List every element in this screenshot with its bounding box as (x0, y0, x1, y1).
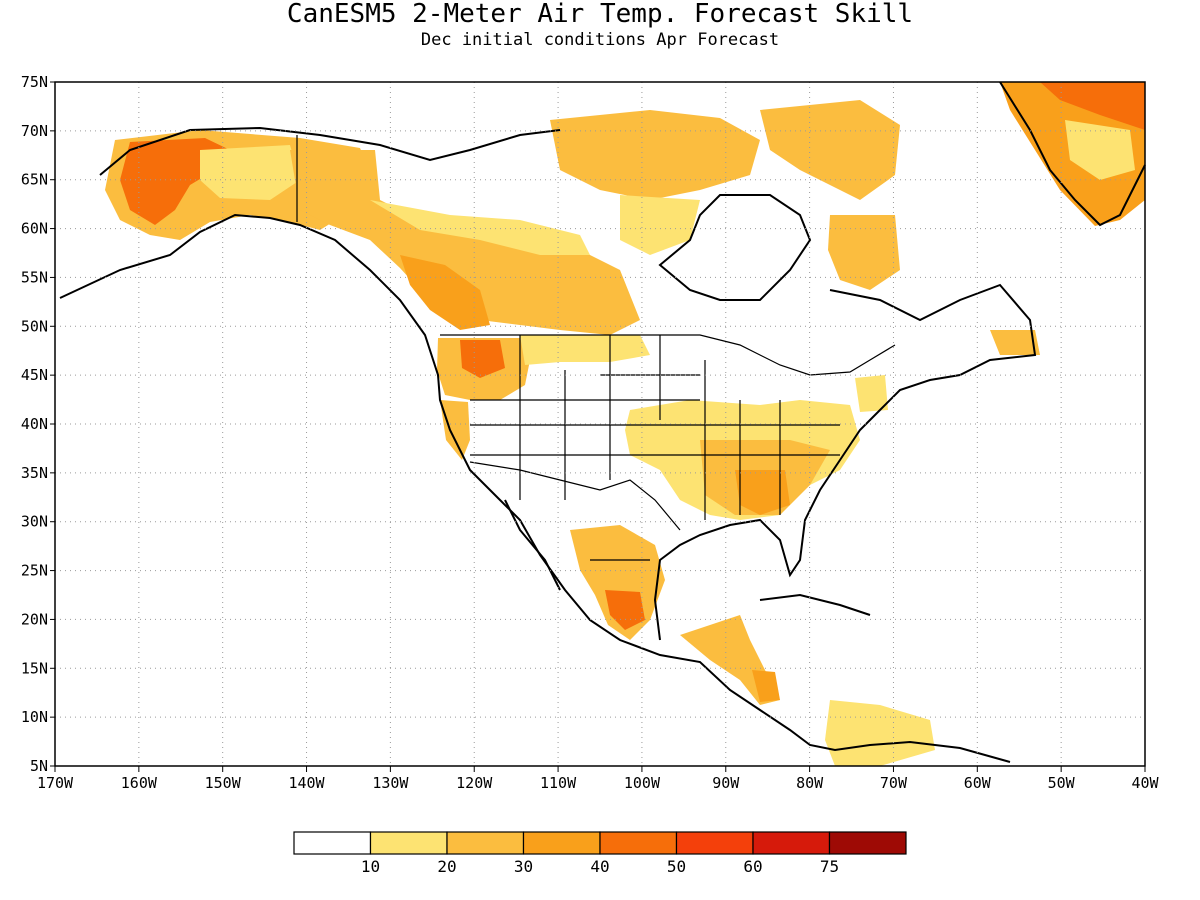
legend-tick-label: 75 (820, 857, 839, 876)
color-legend: 10 20 30 40 50 60 75 (293, 831, 907, 876)
skill-region-canada-west-strong (400, 255, 490, 330)
border-us-canada (440, 334, 896, 376)
legend-swatch (675, 831, 754, 855)
lon-tick-label: 140W (288, 774, 325, 792)
skill-shading (105, 82, 1145, 766)
lon-tick-label: 170W (37, 774, 74, 792)
map-title: CanESM5 2-Meter Air Temp. Forecast Skill (287, 0, 913, 29)
skill-region-southeast-core (735, 470, 790, 515)
legend-tick-label: 60 (743, 857, 762, 876)
coast-baja (504, 499, 561, 591)
skill-region-arctic-east (760, 100, 900, 200)
legend-swatch (599, 831, 678, 855)
skill-region-arctic-islands (550, 110, 760, 200)
skill-region-northern-plains (520, 335, 650, 365)
legend-swatch (522, 831, 601, 855)
coast-east (653, 283, 1037, 641)
coast-arctic (99, 126, 561, 176)
skill-region-nicaragua (752, 670, 780, 702)
borders (296, 135, 896, 561)
skill-region-labrador (828, 215, 900, 290)
legend-tick-label: 40 (590, 857, 609, 876)
lat-tick-label: 5N (30, 757, 48, 775)
lat-tick-label: 15N (21, 659, 48, 677)
lat-tick-label: 55N (21, 268, 48, 286)
lat-tick-label: 45N (21, 366, 48, 384)
lat-tick-label: 70N (21, 122, 48, 140)
lat-tick-label: 50N (21, 317, 48, 335)
legend-tick-label: 10 (361, 857, 380, 876)
lon-tick-label: 120W (456, 774, 493, 792)
legend-tick-label: 30 (514, 857, 533, 876)
skill-region-south-america (825, 700, 935, 766)
lat-tick-label: 65N (21, 171, 48, 189)
skill-region-california (440, 400, 470, 460)
skill-region-greenland-core (1040, 82, 1145, 130)
coastlines (59, 81, 1146, 763)
lat-tick-label: 75N (21, 73, 48, 91)
legend-swatch (446, 831, 525, 855)
lon-tick-label: 150W (205, 774, 242, 792)
lon-tick-label: 130W (372, 774, 409, 792)
coast-hudson-bay (658, 194, 812, 301)
graticule (55, 82, 1145, 766)
lon-tick-label: 110W (540, 774, 577, 792)
lon-tick-label: 60W (964, 774, 992, 792)
lon-tick-label: 100W (624, 774, 661, 792)
skill-region-central-canada (620, 195, 700, 255)
lat-tick-label: 30N (21, 513, 48, 531)
legend-swatch (293, 831, 372, 855)
legend-tick-label: 20 (437, 857, 456, 876)
legend-swatch (752, 831, 831, 855)
skill-region-nw-canada (290, 150, 640, 335)
legend-swatch (369, 831, 448, 855)
legend-swatch (828, 831, 907, 855)
lat-tick-label: 40N (21, 415, 48, 433)
map-subtitle: Dec initial conditions Apr Forecast (421, 30, 779, 50)
latitude-axis: 75N 70N 65N 60N 55N 50N 45N 40N 35N 30N 25N 20N 15N 1… (21, 73, 55, 775)
skill-region-light-band (370, 200, 590, 255)
longitude-axis: 170W 160W 150W 140W 130W 120W 110W 100W 90W 80W 70… (37, 766, 1160, 792)
skill-region-mexico-core (605, 590, 645, 630)
lon-tick-label: 40W (1131, 774, 1159, 792)
skill-region-greenland-light (1065, 120, 1135, 180)
skill-region-new-england (855, 375, 888, 412)
lat-tick-label: 25N (21, 562, 48, 580)
coast-greenland (999, 81, 1146, 227)
lat-tick-label: 60N (21, 220, 48, 238)
skill-region-alaska-mid (200, 145, 300, 200)
coast-cuba (759, 593, 871, 616)
lat-tick-label: 35N (21, 464, 48, 482)
lon-tick-label: 50W (1048, 774, 1076, 792)
lon-tick-label: 80W (796, 774, 824, 792)
legend-tick-label: 50 (667, 857, 686, 876)
lon-tick-label: 70W (880, 774, 908, 792)
lat-tick-label: 10N (21, 708, 48, 726)
skill-region-pnw-core (460, 340, 505, 378)
lon-tick-label: 90W (712, 774, 740, 792)
skill-region-newfoundland (990, 330, 1040, 355)
skill-region-central-america (680, 615, 780, 705)
lat-tick-label: 20N (21, 610, 48, 628)
lon-tick-label: 160W (121, 774, 158, 792)
